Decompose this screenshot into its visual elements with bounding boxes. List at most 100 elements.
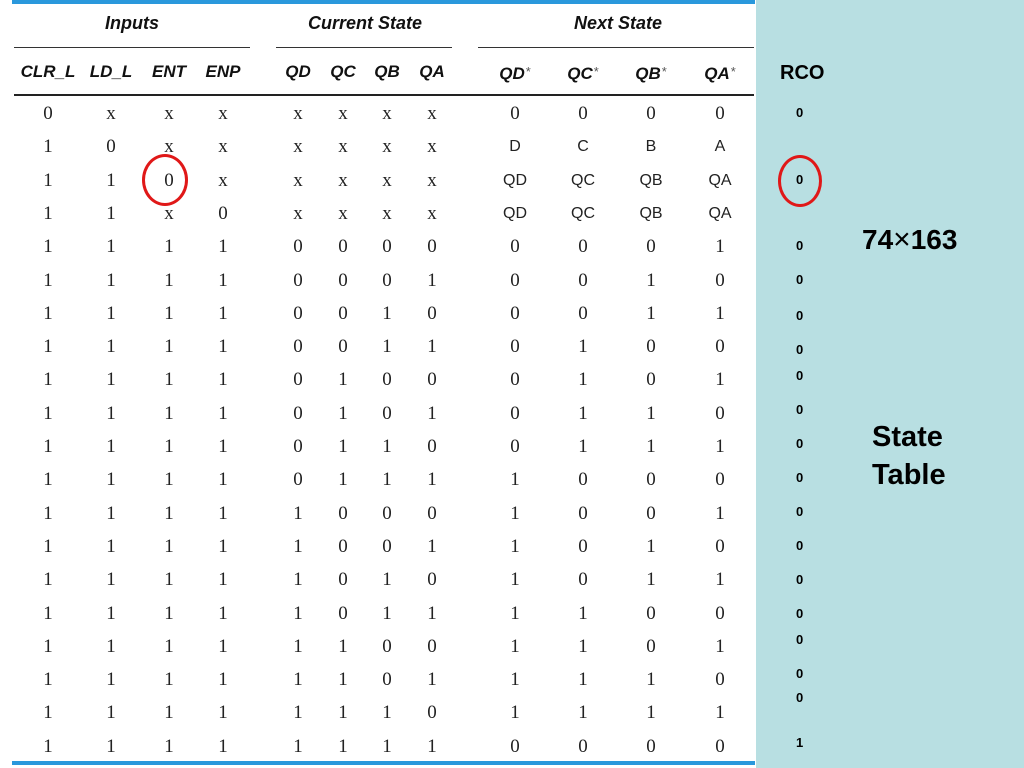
table-cell-r3-qa-next: QA [708, 171, 732, 189]
table-cell-r8-ld-l: 1 [106, 336, 116, 358]
table-cell-r19-qc-next: 1 [578, 702, 588, 724]
table-cell-r20-ld-l: 1 [106, 735, 116, 757]
table-cell-r12-qc-next: 0 [578, 469, 588, 491]
highlight-circle-ent [142, 154, 188, 206]
table-cell-r5-ld-l: 1 [106, 236, 116, 258]
table-cell-r17-qd-next: 1 [510, 635, 520, 657]
table-cell-r19-qb: 1 [382, 702, 392, 724]
column-header-label: QC [330, 62, 356, 81]
column-header-qc: QC [330, 60, 356, 84]
rco-value: 0 [796, 238, 804, 253]
table-cell-r9-qa: 0 [427, 369, 437, 391]
table-cell-r16-qb: 1 [382, 602, 392, 624]
table-cell-r14-qa: 1 [427, 535, 437, 557]
table-cell-r10-qb: 0 [382, 402, 392, 424]
table-cell-r8-qc-next: 1 [578, 336, 588, 358]
table-cell-r15-ent: 1 [164, 569, 174, 591]
table-cell-r18-qb: 0 [382, 669, 392, 691]
table-cell-r7-qd-next: 0 [510, 302, 520, 324]
table-cell-r13-enp: 1 [218, 502, 228, 524]
table-cell-r6-ld-l: 1 [106, 269, 116, 291]
table-cell-r12-qd-next: 1 [510, 469, 520, 491]
table-cell-r13-clr-l: 1 [43, 502, 53, 524]
table-cell-r7-qd: 0 [293, 302, 303, 324]
table-cell-r1-ld-l: x [106, 103, 116, 124]
next-state-marker: * [661, 64, 667, 79]
table-cell-r17-qb-next: 0 [646, 635, 656, 657]
table-cell-r6-enp: 1 [218, 269, 228, 291]
next-state-marker: * [525, 64, 531, 79]
table-cell-r1-ent: x [164, 103, 174, 124]
table-cell-r2-qd: x [293, 136, 303, 158]
table-cell-r7-ent: 1 [164, 302, 174, 324]
table-cell-r9-qb-next: 0 [646, 369, 656, 391]
table-cell-r2-qa-next: A [714, 138, 726, 156]
table-cell-r12-qb: 1 [382, 469, 392, 491]
column-header-qd: QD [285, 60, 311, 84]
table-cell-r3-qd-next: QD [503, 171, 527, 189]
column-header-label: LD_L [89, 62, 133, 81]
table-cell-r6-qd: 0 [293, 269, 303, 291]
column-header-qb: QB [374, 60, 400, 84]
table-cell-r16-qd-next: 1 [510, 602, 520, 624]
table-cell-r8-qb: 1 [382, 336, 392, 358]
table-cell-r10-clr-l: 1 [43, 402, 53, 424]
rco-value: 0 [796, 272, 804, 287]
group-title-next-state: Next State [573, 13, 663, 33]
table-cell-r13-ent: 1 [164, 502, 174, 524]
table-cell-r11-ld-l: 1 [106, 436, 116, 457]
table-cell-r4-qc: x [338, 202, 348, 224]
table-cell-r2-enp: x [218, 136, 228, 158]
table-cell-r7-qa: 0 [427, 302, 437, 324]
table-cell-r17-ld-l: 1 [106, 635, 116, 657]
table-cell-r4-qb-next: QB [639, 204, 663, 222]
column-header-label: QD [285, 62, 311, 81]
rco-value: 0 [796, 436, 804, 451]
header-rule [14, 94, 754, 96]
table-cell-r4-qa-next: QA [708, 204, 732, 222]
chip-number: 74 [862, 224, 894, 255]
table-cell-r3-qb: x [382, 169, 392, 191]
table-cell-r4-ld-l: 1 [106, 202, 116, 224]
table-cell-r5-ent: 1 [164, 236, 174, 258]
table-cell-r11-clr-l: 1 [43, 436, 53, 457]
table-cell-r11-qb-next: 1 [646, 436, 656, 457]
table-cell-r12-qa-next: 0 [715, 469, 725, 491]
table-cell-r2-ent: x [164, 136, 174, 158]
table-cell-r4-qa: x [427, 202, 437, 224]
table-cell-r3-qc-next: QC [571, 171, 595, 189]
table-cell-r19-qd-next: 1 [510, 702, 520, 724]
table-cell-r19-ld-l: 1 [106, 702, 116, 724]
column-header-qb-next: QB* [635, 60, 667, 84]
table-cell-r20-qb-next: 0 [646, 735, 656, 757]
table-cell-r9-ent: 1 [164, 369, 174, 391]
table-cell-r13-qd-next: 1 [510, 502, 520, 524]
table-cell-r8-enp: 1 [218, 336, 228, 358]
caption-line: State [872, 421, 943, 453]
table-cell-r16-enp: 1 [218, 602, 228, 624]
table-cell-r9-ld-l: 1 [106, 369, 116, 391]
table-cell-r19-enp: 1 [218, 702, 228, 724]
table-cell-r20-enp: 1 [218, 735, 228, 757]
table-cell-r19-ent: 1 [164, 702, 174, 724]
table-cell-r9-qb: 0 [382, 369, 392, 391]
table-cell-r5-enp: 1 [218, 236, 228, 258]
table-cell-r8-qd-next: 0 [510, 336, 520, 358]
column-header-label: ENP [205, 62, 241, 81]
table-cell-r14-qb: 0 [382, 535, 392, 557]
table-cell-r9-qa-next: 1 [715, 369, 725, 391]
table-cell-r9-qd: 0 [293, 369, 303, 391]
column-header-qa-next: QA* [704, 60, 736, 84]
table-cell-r1-qa-next: 0 [715, 103, 725, 124]
table-cell-r19-qd: 1 [293, 702, 303, 724]
table-cell-r15-qa-next: 1 [715, 569, 725, 591]
table-cell-r14-qb-next: 1 [646, 535, 656, 557]
table-cell-r10-ld-l: 1 [106, 402, 116, 424]
table-cell-r10-qa: 1 [427, 402, 437, 424]
table-cell-r11-qc-next: 1 [578, 436, 588, 457]
table-cell-r12-qc: 1 [338, 469, 348, 491]
table-cell-r17-qb: 0 [382, 635, 392, 657]
table-cell-r14-qc: 0 [338, 535, 348, 557]
table-cell-r1-qa: x [427, 103, 437, 124]
table-cell-r8-qb-next: 0 [646, 336, 656, 358]
